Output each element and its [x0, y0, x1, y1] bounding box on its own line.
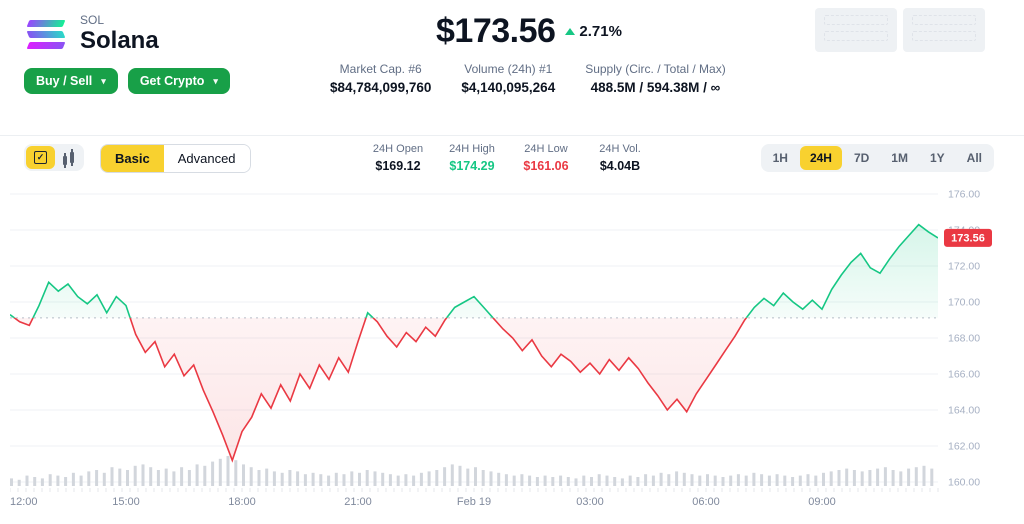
range-1h[interactable]: 1H — [763, 146, 798, 170]
x-axis: 12:00 15:00 18:00 21:00 Feb 19 03:00 06:00 09:0… — [10, 496, 938, 512]
ad-skeleton-line — [824, 31, 888, 41]
x-axis-label: 21:00 — [344, 496, 372, 508]
candlestick-icon — [63, 149, 74, 168]
checkbox-icon: ✓ — [34, 151, 47, 164]
svg-text:160.00: 160.00 — [948, 477, 980, 489]
ad-skeleton-line — [912, 15, 976, 25]
area-fill-up — [10, 224, 938, 318]
price-line-up — [10, 223, 938, 318]
svg-text:172.00: 172.00 — [948, 261, 980, 273]
chevron-down-icon: ▾ — [213, 75, 218, 86]
price-line-down — [13, 317, 748, 463]
svg-text:168.00: 168.00 — [948, 333, 980, 345]
price-chart[interactable]: 176.00174.00172.00170.00168.00166.00164.… — [0, 186, 1024, 512]
stat-value: $84,784,099,760 — [330, 80, 432, 95]
minor-ticks — [10, 488, 939, 492]
range-1y[interactable]: 1Y — [920, 146, 955, 170]
x-axis-label: 03:00 — [576, 496, 604, 508]
range-24h[interactable]: 24H — [799, 146, 842, 170]
get-crypto-label: Get Crypto — [139, 74, 205, 88]
coin-name: Solana — [80, 27, 159, 54]
price-chart-svg[interactable]: 176.00174.00172.00170.00168.00166.00164.… — [10, 186, 1014, 496]
price-up-icon — [565, 28, 576, 35]
chart-type-toggle-group: ✓ — [24, 144, 84, 171]
range-1m[interactable]: 1M — [881, 146, 918, 170]
line-chart-toggle[interactable]: ✓ — [26, 146, 55, 169]
x-axis-label: 06:00 — [692, 496, 720, 508]
stat-market-cap: Market Cap. #6 $84,784,099,760 — [330, 62, 431, 95]
stat-volume: Volume (24h) #1 $4,140,095,264 — [461, 62, 555, 95]
stat-label: Market Cap. #6 — [339, 62, 422, 76]
last-price-tag: 173.56 — [944, 228, 992, 247]
stat-label: Volume (24h) #1 — [464, 62, 553, 76]
svg-text:164.00: 164.00 — [948, 405, 980, 417]
ohlc-label: 24H Open — [372, 143, 424, 155]
solana-logo-bar — [26, 19, 66, 27]
tab-advanced[interactable]: Advanced — [163, 145, 250, 172]
candlestick-toggle[interactable] — [55, 146, 82, 169]
ohlc-value: $174.29 — [449, 159, 495, 173]
price-change: 2.71% — [565, 23, 622, 40]
ohlc-stats: 24H Open $169.12 24H High $174.29 24H Lo… — [372, 143, 646, 173]
stat-value: $4,140,095,264 — [461, 80, 556, 95]
ohlc-label: 24H Low — [524, 143, 568, 155]
buy-sell-label: Buy / Sell — [36, 74, 93, 88]
ohlc-value: $169.12 — [375, 159, 421, 173]
ad-placeholder[interactable] — [815, 8, 897, 52]
current-price: $173.56 — [436, 12, 556, 50]
time-range-group: 1H 24H 7D 1M 1Y All — [760, 144, 994, 172]
ad-skeleton-line — [912, 31, 976, 41]
stat-supply: Supply (Circ. / Total / Max) 488.5M / 59… — [585, 62, 725, 95]
svg-text:162.00: 162.00 — [948, 441, 980, 453]
ad-skeleton-line — [824, 15, 888, 25]
svg-text:176.00: 176.00 — [948, 189, 980, 201]
price-change-pct: 2.71% — [579, 23, 622, 40]
x-axis-label: 18:00 — [228, 496, 256, 508]
range-all[interactable]: All — [957, 146, 992, 170]
x-axis-label: Feb 19 — [456, 496, 492, 508]
coin-header: SOL Solana Buy / Sell ▾ Get Crypto ▾ $17… — [0, 0, 1024, 136]
range-7d[interactable]: 7D — [844, 146, 879, 170]
get-crypto-button[interactable]: Get Crypto ▾ — [127, 68, 230, 94]
stat-24h-high: 24H High $174.29 — [446, 143, 498, 173]
x-axis-label: 12:00 — [10, 496, 38, 508]
chevron-down-icon: ▾ — [101, 75, 106, 86]
tab-basic[interactable]: Basic — [101, 145, 164, 172]
coin-symbol: SOL — [80, 13, 105, 27]
ohlc-label: 24H Vol. — [599, 143, 641, 155]
stat-value: 488.5M / 594.38M / ∞ — [590, 80, 721, 95]
stat-24h-open: 24H Open $169.12 — [372, 143, 424, 173]
svg-text:173.56: 173.56 — [951, 232, 985, 244]
solana-logo-bar — [26, 41, 66, 49]
x-axis-label: 09:00 — [808, 496, 836, 508]
ohlc-value: $4.04B — [599, 159, 641, 173]
chart-toolbar: ✓ Basic Advanced 24H Open $169.12 24H Hi… — [0, 143, 1024, 181]
svg-text:170.00: 170.00 — [948, 297, 980, 309]
buy-sell-button[interactable]: Buy / Sell ▾ — [24, 68, 118, 94]
x-axis-label: 15:00 — [112, 496, 140, 508]
stat-24h-low: 24H Low $161.06 — [520, 143, 572, 173]
ad-placeholder[interactable] — [903, 8, 985, 52]
solana-logo-bar — [26, 30, 66, 38]
volume-bars — [10, 456, 934, 486]
solana-logo — [24, 12, 68, 56]
svg-text:166.00: 166.00 — [948, 369, 980, 381]
ohlc-value: $161.06 — [523, 159, 569, 173]
stat-label: Supply (Circ. / Total / Max) — [585, 62, 726, 76]
area-fill-down — [10, 317, 938, 461]
chart-mode-group: Basic Advanced — [100, 144, 251, 173]
stat-24h-vol: 24H Vol. $4.04B — [594, 143, 646, 173]
ohlc-label: 24H High — [449, 143, 495, 155]
